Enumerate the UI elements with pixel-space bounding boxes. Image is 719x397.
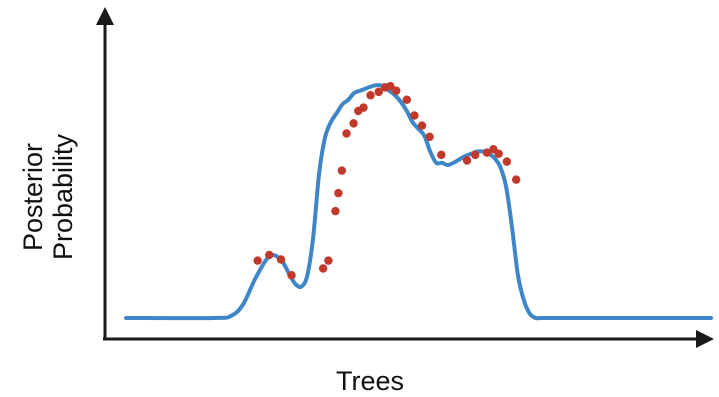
sample-point bbox=[386, 82, 395, 91]
sample-point bbox=[334, 188, 343, 198]
sample-point bbox=[366, 91, 375, 100]
sample-point bbox=[331, 206, 340, 216]
sample-point bbox=[342, 129, 351, 138]
y-axis-arrow-icon bbox=[96, 7, 114, 25]
sample-point bbox=[392, 86, 401, 95]
sample-point bbox=[374, 87, 383, 97]
y-axis-label-line1: Posterior bbox=[18, 143, 48, 251]
sample-point bbox=[287, 271, 296, 280]
sample-point bbox=[318, 264, 328, 273]
sample-point bbox=[253, 256, 262, 265]
sample-point bbox=[402, 95, 411, 104]
y-axis-label-line2: Probability bbox=[48, 133, 78, 260]
sample-point bbox=[425, 132, 434, 142]
sample-point bbox=[482, 148, 492, 157]
sample-point bbox=[512, 175, 521, 184]
sample-point bbox=[337, 166, 347, 175]
sample-point bbox=[494, 149, 503, 158]
x-axis-label: Trees bbox=[336, 366, 404, 396]
sample-point bbox=[437, 150, 446, 160]
sample-point bbox=[265, 250, 274, 260]
sample-point bbox=[471, 150, 480, 160]
sample-point bbox=[324, 256, 333, 265]
sample-point bbox=[349, 119, 358, 128]
sample-point bbox=[502, 157, 512, 166]
x-axis-arrow-icon bbox=[696, 330, 714, 348]
sample-point bbox=[417, 121, 427, 130]
sample-point bbox=[359, 103, 368, 112]
sample-point bbox=[410, 111, 419, 120]
sample-point bbox=[276, 255, 286, 264]
sample-points bbox=[253, 82, 521, 280]
posterior-curve bbox=[124, 83, 713, 321]
sample-point bbox=[462, 156, 472, 165]
